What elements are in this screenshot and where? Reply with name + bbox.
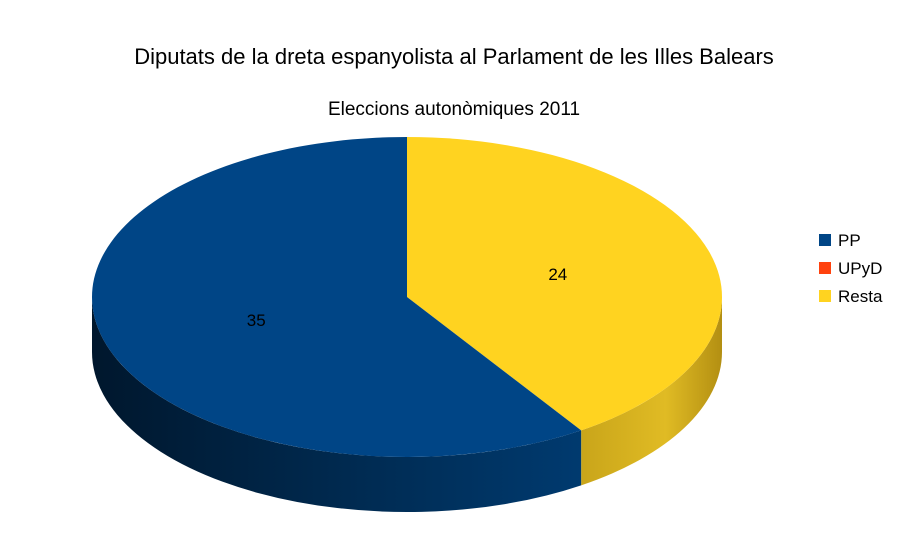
data-label-pp: 35: [247, 311, 266, 330]
data-label-resta: 24: [548, 265, 567, 284]
pie-side-pp: [92, 297, 582, 512]
pie-side-resta: [581, 297, 722, 486]
pie-tops: [92, 137, 723, 457]
legend-swatch-pp: [819, 234, 831, 246]
legend-label-resta: Resta: [838, 287, 883, 306]
legend-swatch-resta: [819, 290, 831, 302]
legend-swatch-upyd: [819, 262, 831, 274]
pie-slice-pp: [92, 137, 582, 457]
pie-labels: 24 35: [247, 265, 568, 330]
chart-subtitle: Eleccions autonòmiques 2011: [328, 99, 580, 120]
legend-label-upyd: UPyD: [838, 259, 882, 278]
legend-label-pp: PP: [838, 231, 861, 250]
pie-sides: [92, 297, 722, 512]
chart-title: Diputats de la dreta espanyolista al Par…: [134, 44, 774, 69]
legend: PP UPyD Resta: [819, 231, 883, 306]
pie-slice-resta: [407, 137, 723, 431]
